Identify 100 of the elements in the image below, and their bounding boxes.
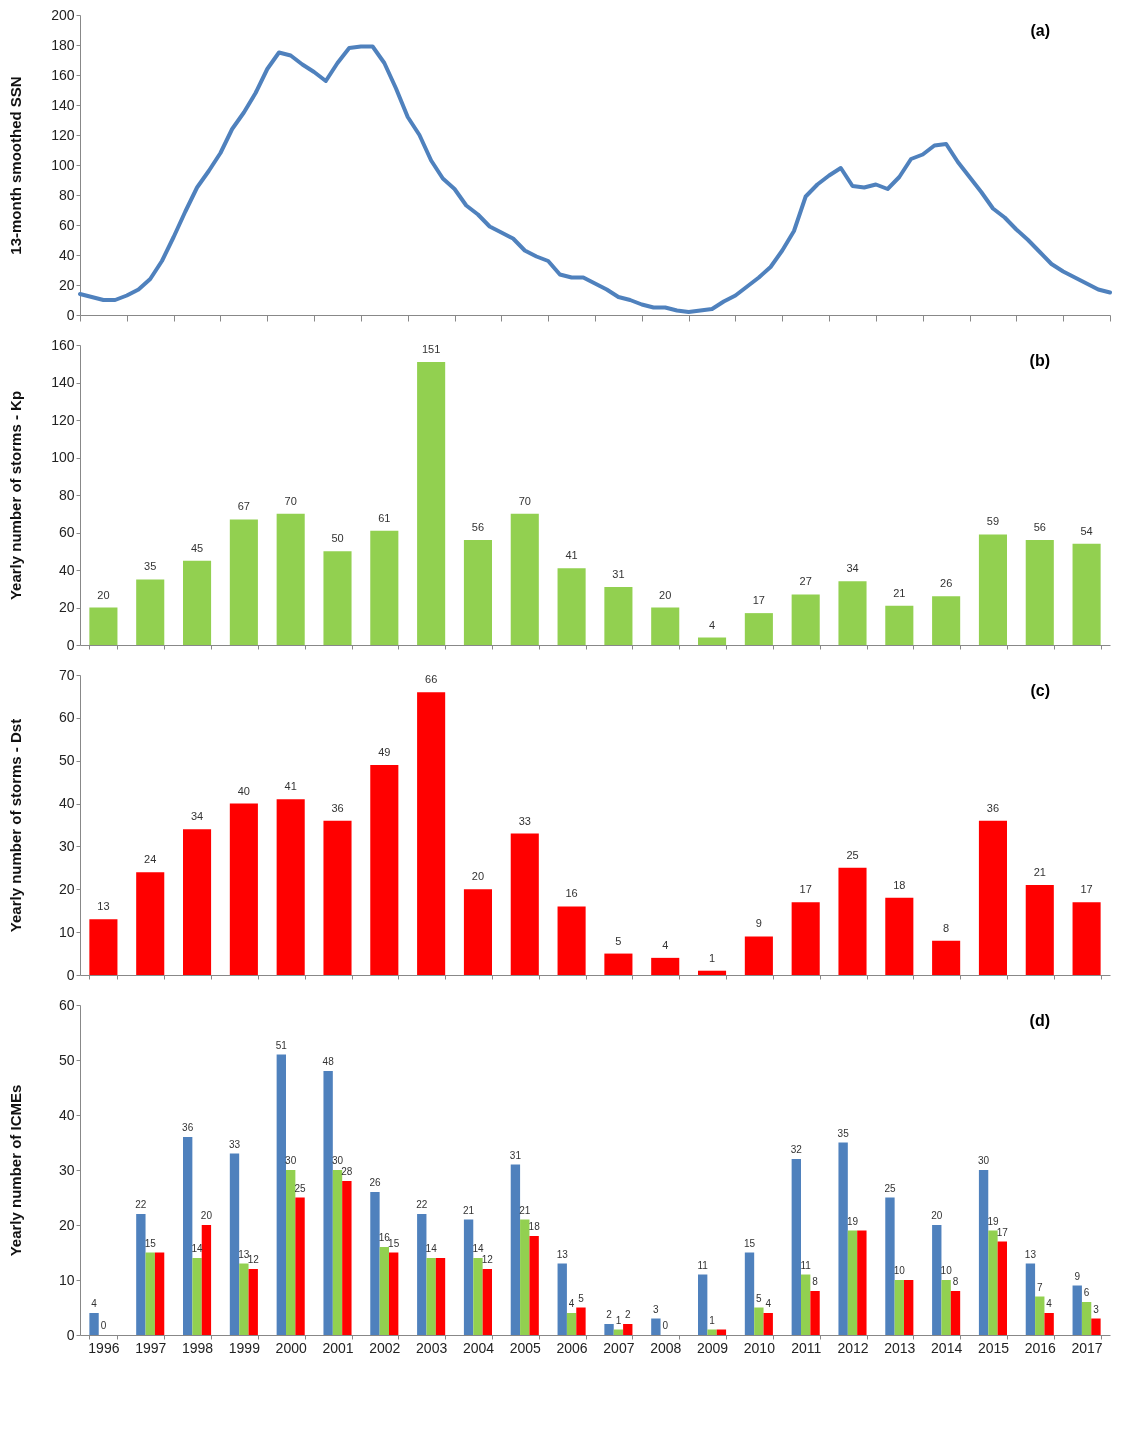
data-label: 70 — [518, 494, 531, 507]
bar — [426, 1258, 436, 1335]
y-tick-label: 10 — [58, 923, 75, 940]
data-label: 25 — [884, 1182, 896, 1194]
bar — [1072, 1285, 1082, 1335]
data-label: 16 — [565, 887, 578, 900]
data-label: 17 — [799, 883, 812, 896]
x-tick-label: 2001 — [322, 1339, 354, 1356]
bar — [932, 1225, 942, 1335]
bar — [463, 1219, 474, 1335]
bar — [604, 953, 633, 975]
data-label: 24 — [144, 853, 157, 866]
bar — [323, 1071, 333, 1335]
x-tick-label: 2005 — [509, 1339, 542, 1356]
bar — [286, 1170, 296, 1335]
data-label: 18 — [528, 1221, 541, 1232]
bar — [276, 1054, 286, 1335]
bar — [183, 1137, 193, 1335]
x-tick-label: 1999 — [228, 1339, 261, 1356]
data-label: 31 — [509, 1149, 522, 1161]
bar — [1072, 902, 1101, 975]
bar — [239, 1263, 249, 1335]
bar — [941, 1280, 951, 1335]
data-label: 45 — [190, 541, 204, 554]
bar — [89, 919, 118, 975]
data-label: 17 — [996, 1226, 1009, 1238]
bar — [698, 970, 727, 975]
y-tick-label: 50 — [58, 1051, 75, 1068]
x-tick-label: 2010 — [743, 1339, 776, 1356]
data-label: 5 — [615, 934, 622, 947]
bar — [932, 596, 961, 645]
bar — [885, 1197, 895, 1335]
bar — [604, 1324, 614, 1335]
data-label: 34 — [190, 810, 204, 823]
data-label: 66 — [425, 673, 438, 686]
x-tick-label: 2014 — [931, 1339, 963, 1356]
data-label: 11 — [800, 1259, 812, 1271]
bar — [885, 605, 914, 645]
data-label: 21 — [1033, 866, 1046, 878]
y-tick-label: 30 — [58, 1161, 75, 1178]
bar — [370, 530, 399, 645]
bar — [1025, 885, 1054, 975]
data-label: 3 — [1093, 1303, 1100, 1315]
bar — [791, 902, 820, 975]
bar — [389, 1252, 399, 1335]
y-axis-title: 13-month smoothed SSN — [6, 76, 24, 255]
bar — [744, 613, 773, 645]
data-label: 9 — [1074, 1270, 1081, 1282]
data-label: 51 — [275, 1039, 288, 1051]
y-tick-label: 0 — [66, 636, 75, 653]
bar — [763, 1313, 773, 1335]
bar — [201, 1225, 212, 1335]
y-tick-label: 0 — [66, 966, 75, 983]
data-label: 11 — [697, 1259, 709, 1271]
bar — [136, 872, 165, 975]
bar — [801, 1274, 811, 1335]
bar — [192, 1258, 202, 1335]
bar — [978, 820, 1007, 975]
y-tick-label: 80 — [58, 486, 75, 503]
data-label: 13 — [238, 1248, 250, 1260]
bar — [754, 1307, 764, 1335]
data-label: 36 — [182, 1122, 194, 1133]
bar — [229, 519, 258, 645]
x-tick-label: 2013 — [884, 1339, 916, 1356]
bar — [529, 1236, 539, 1335]
x-tick-label: 2012 — [837, 1339, 869, 1356]
y-tick-label: 180 — [51, 36, 75, 53]
data-label: 16 — [378, 1232, 391, 1243]
bar — [1091, 1318, 1101, 1335]
bar — [623, 1324, 633, 1335]
annotation: (d) — [1029, 1012, 1050, 1029]
bar — [379, 1247, 389, 1335]
x-tick-label: 2007 — [603, 1339, 635, 1356]
data-label: 7 — [1036, 1281, 1043, 1293]
data-label: 56 — [1033, 521, 1046, 533]
bar — [978, 1170, 989, 1335]
data-label: 36 — [331, 801, 344, 814]
bar — [557, 906, 586, 975]
bar — [894, 1280, 904, 1335]
bar — [370, 1192, 380, 1335]
data-label: 26 — [940, 577, 953, 590]
data-label: 5 — [578, 1292, 585, 1304]
y-tick-label: 120 — [51, 411, 75, 428]
bar — [463, 889, 492, 975]
data-label: 13 — [556, 1248, 569, 1260]
data-label: 20 — [97, 588, 110, 601]
data-label: 70 — [284, 494, 297, 507]
data-label: 15 — [144, 1237, 157, 1249]
data-label: 41 — [284, 780, 297, 793]
data-label: 48 — [322, 1056, 335, 1067]
data-label: 41 — [565, 549, 578, 562]
bar — [651, 607, 680, 645]
bar — [744, 936, 773, 975]
y-tick-label: 60 — [58, 524, 75, 540]
data-label: 35 — [837, 1127, 850, 1139]
bar — [145, 1252, 155, 1335]
data-label: 25 — [846, 848, 859, 861]
bar — [557, 1263, 567, 1335]
bar — [698, 637, 727, 645]
data-label: 4 — [91, 1298, 98, 1309]
